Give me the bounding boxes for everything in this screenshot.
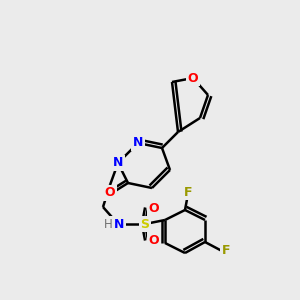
Text: O: O — [105, 187, 115, 200]
Text: N: N — [114, 218, 124, 230]
Text: H: H — [103, 218, 112, 230]
Text: O: O — [188, 71, 198, 85]
Text: F: F — [184, 185, 192, 199]
Text: O: O — [149, 202, 159, 214]
Text: N: N — [113, 157, 123, 169]
Text: S: S — [140, 218, 149, 230]
Text: F: F — [222, 244, 230, 257]
Text: O: O — [149, 233, 159, 247]
Text: N: N — [133, 136, 143, 149]
